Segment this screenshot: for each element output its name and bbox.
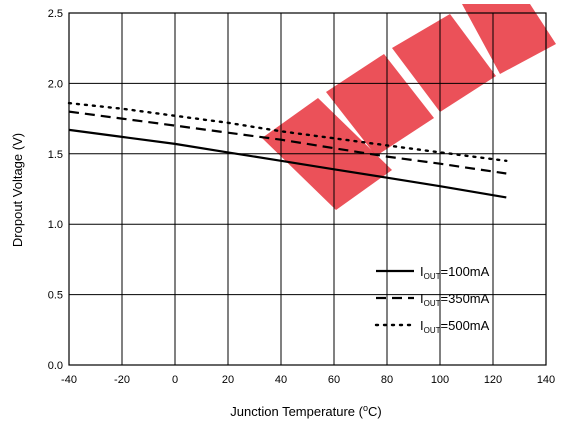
x-axis-label: Junction Temperature (oC) — [230, 403, 381, 419]
y-tick-label: 1.0 — [48, 219, 63, 231]
x-axis-label-main: Junction Temperature ( — [230, 404, 363, 419]
legend-entry-label: IOUT=350mA — [420, 291, 490, 308]
legend-subscript: OUT — [424, 299, 441, 308]
x-tick-label: 80 — [381, 374, 393, 386]
x-axis-label-degree: o — [363, 403, 368, 413]
x-tick-label: 140 — [537, 374, 555, 386]
x-tick-label: 0 — [172, 374, 178, 386]
legend-symbol: I — [420, 318, 424, 333]
legend-entry-label: IOUT=100mA — [420, 264, 490, 281]
x-tick-labels: -40 -20 0 20 40 60 80 100 120 140 — [61, 374, 555, 386]
x-tick-label: 120 — [484, 374, 502, 386]
x-tick-label: -20 — [114, 374, 130, 386]
legend-symbol: I — [420, 264, 424, 279]
watermark-block-2 — [392, 14, 496, 112]
legend-symbol: I — [420, 291, 424, 306]
y-tick-label: 1.5 — [48, 149, 63, 161]
y-tick-label: 2.5 — [48, 8, 63, 20]
watermark-block-1 — [326, 54, 434, 156]
y-tick-label: 2.0 — [48, 78, 63, 90]
legend-entry-label: IOUT=500mA — [420, 318, 490, 335]
legend-subscript: OUT — [424, 272, 441, 281]
series-line-dotted — [67, 101, 508, 162]
y-axis-label: Dropout Voltage (V) — [10, 133, 25, 247]
x-tick-label: 100 — [431, 374, 449, 386]
x-axis-label-unit: C) — [368, 404, 382, 419]
legend-subscript: OUT — [424, 326, 441, 335]
y-tick-label: 0.5 — [48, 290, 63, 302]
y-tick-labels: 0.0 0.5 1.0 1.5 2.0 2.5 — [48, 8, 63, 372]
series-line-solid — [68, 128, 507, 199]
legend-value: =350mA — [441, 291, 490, 306]
x-tick-label: 40 — [275, 374, 287, 386]
legend-value: =100mA — [441, 264, 490, 279]
watermark-logo — [262, 4, 556, 210]
x-tick-label: 20 — [222, 374, 234, 386]
legend-value: =500mA — [441, 318, 490, 333]
x-tick-label: 60 — [328, 374, 340, 386]
y-tick-label: 0.0 — [48, 360, 63, 372]
series-line-dashed — [68, 110, 507, 175]
series-group — [67, 101, 508, 199]
watermark-block-3 — [462, 4, 556, 74]
plot-frame — [68, 12, 547, 366]
x-tick-label: -40 — [61, 374, 77, 386]
